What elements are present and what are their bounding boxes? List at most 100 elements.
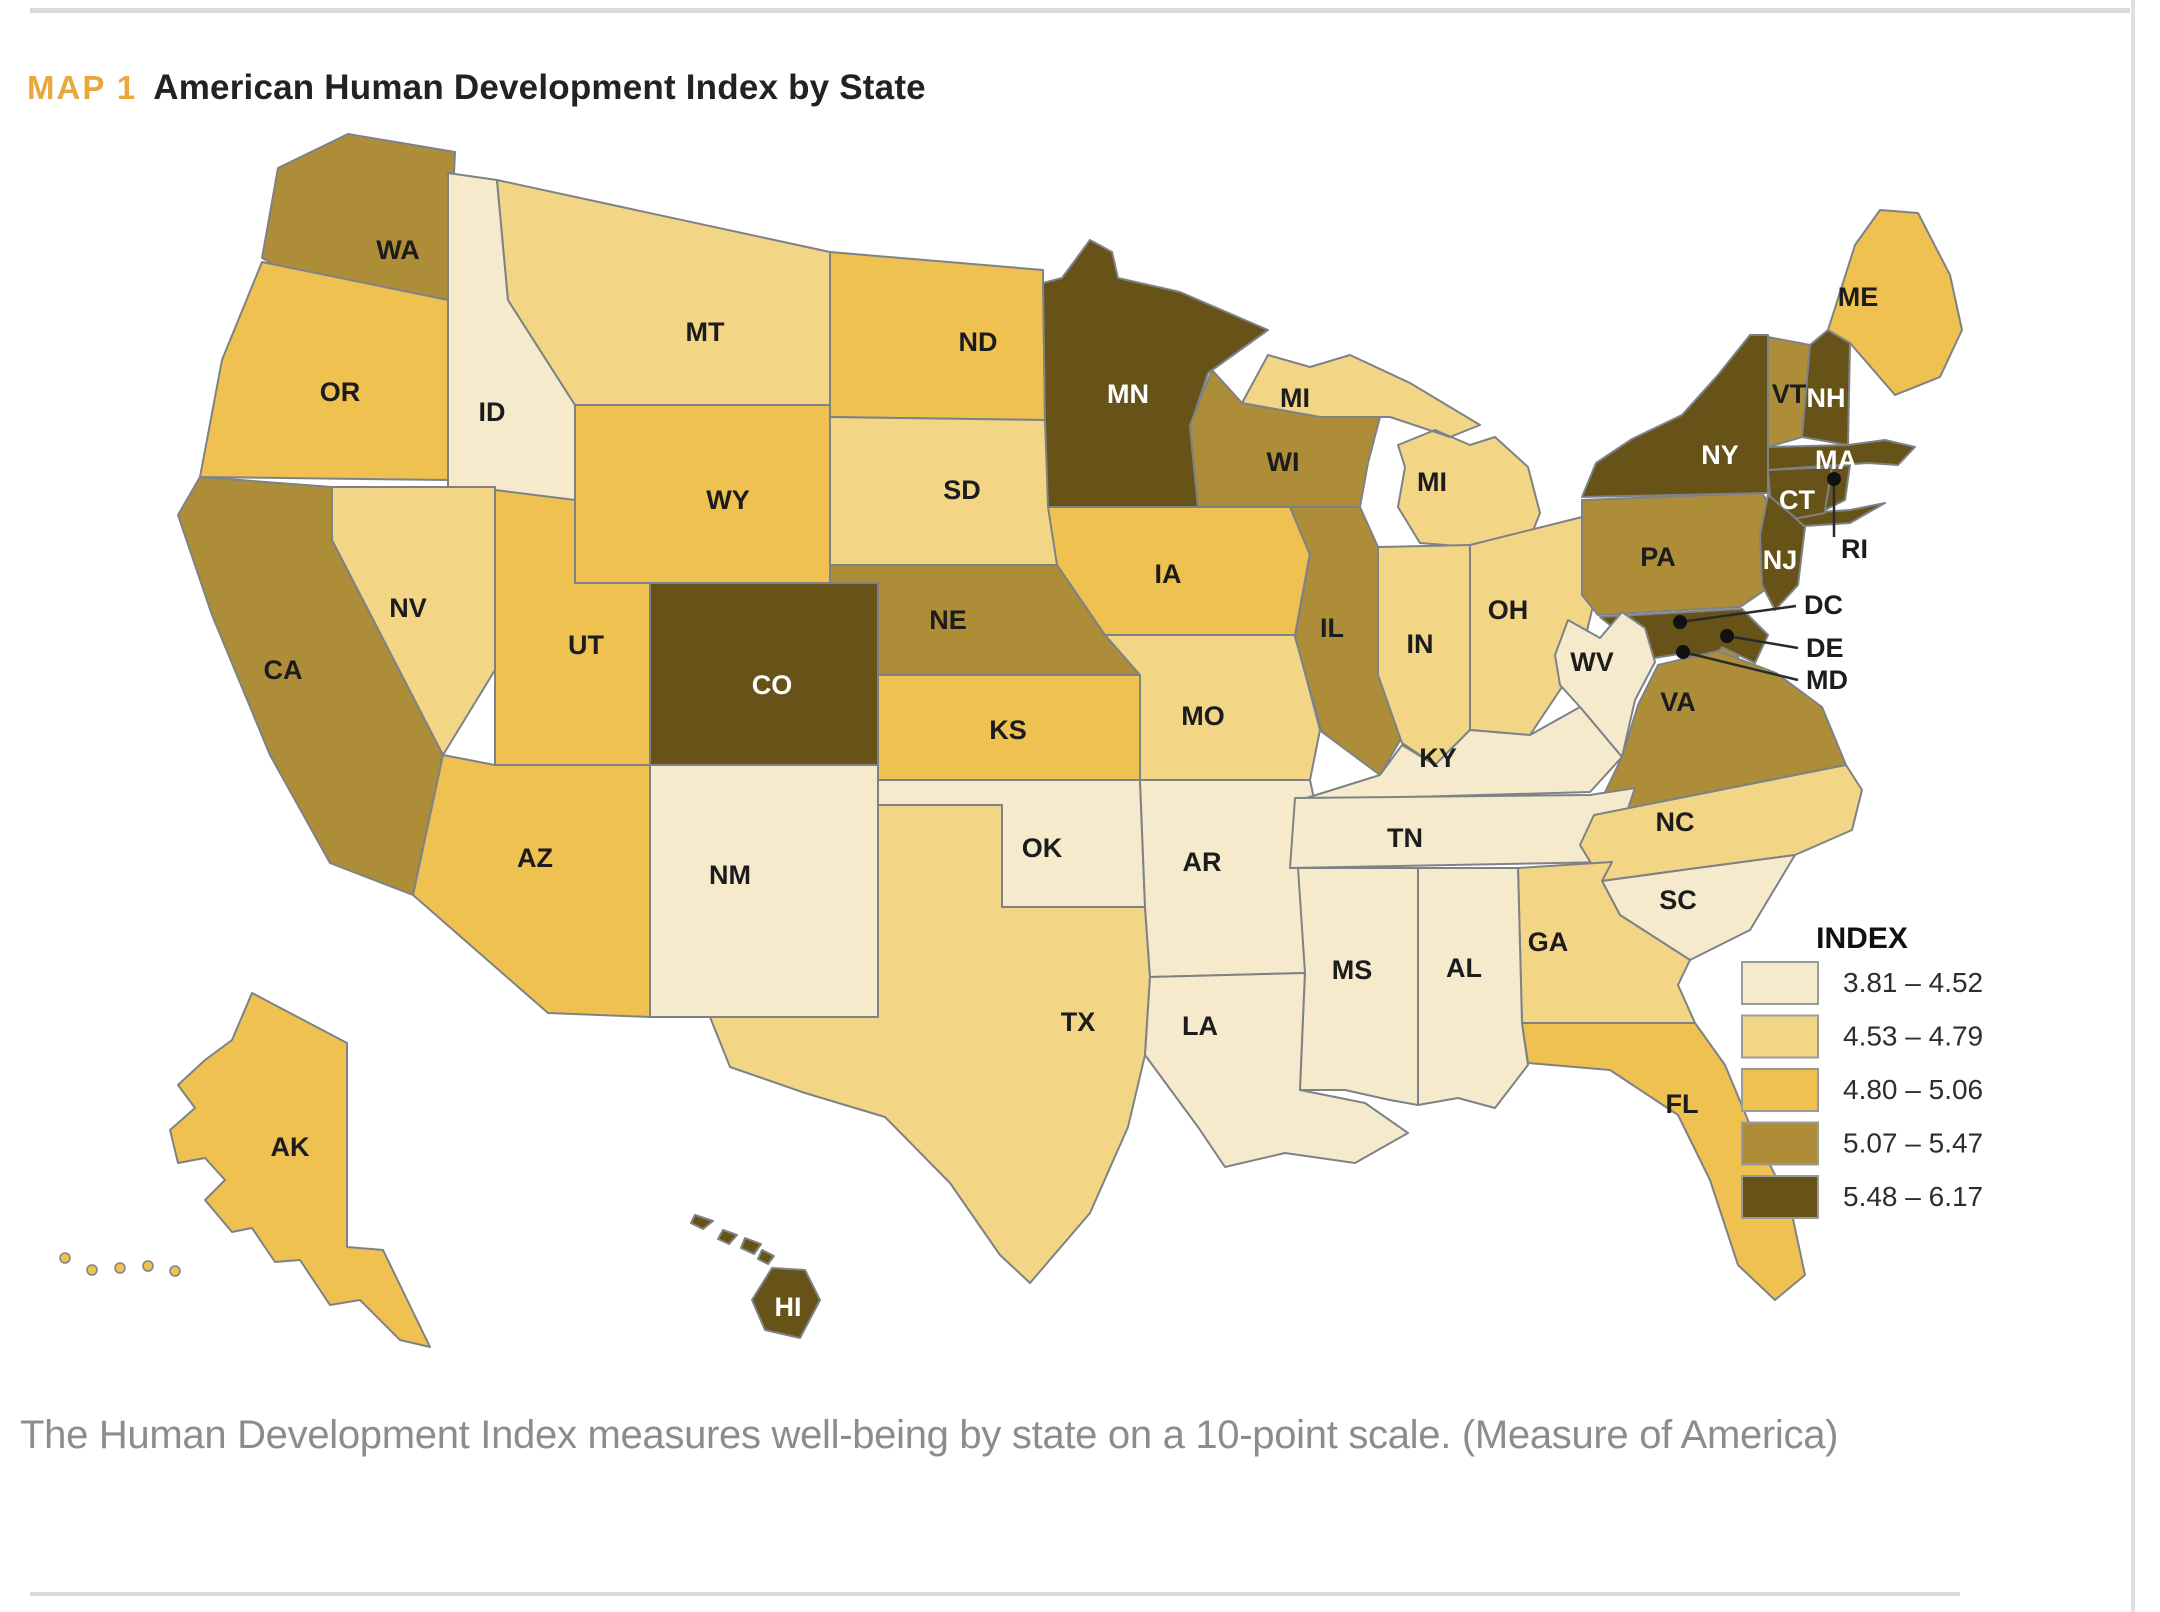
- map-tag: MAP 1: [27, 69, 138, 106]
- state-label-HI: HI: [775, 1292, 802, 1322]
- state-AK-island-2: [114, 1262, 126, 1274]
- state-label-ID: ID: [479, 397, 506, 427]
- legend: INDEX 3.81 – 4.52 4.53 – 4.79 4.80 – 5.06 5.…: [1741, 922, 1983, 1219]
- state-label-WI: WI: [1267, 447, 1300, 477]
- state-label-ME: ME: [1838, 282, 1879, 312]
- state-label-NJ: NJ: [1763, 545, 1798, 575]
- state-label-DE: DE: [1806, 633, 1844, 663]
- us-choropleth-map: WA OR CA ID MT WY NV UT CO AZ NM ND SD NE KS OK TX MN IA MO…: [59, 133, 1983, 1348]
- legend-swatch-4: [1741, 1121, 1819, 1166]
- state-label-FL: FL: [1666, 1089, 1699, 1119]
- state-label-KS: KS: [989, 715, 1027, 745]
- state-label-DC: DC: [1804, 590, 1843, 620]
- state-label-WV: WV: [1570, 647, 1614, 677]
- state-AK-island-0: [59, 1252, 71, 1264]
- legend-label-5: 5.48 – 6.17: [1843, 1181, 1983, 1212]
- leader-dot-DC: [1673, 615, 1687, 629]
- legend-swatch-1: [1741, 961, 1819, 1005]
- state-label-ND: ND: [959, 327, 998, 357]
- state-labels-layer: WA OR CA ID MT WY NV UT CO AZ NM ND SD NE KS OK TX MN IA MO…: [264, 235, 1879, 1322]
- state-label-MS: MS: [1332, 955, 1373, 985]
- state-label-MT: MT: [686, 317, 725, 347]
- state-label-MA: MA: [1815, 445, 1857, 475]
- state-NJ: [1759, 494, 1806, 611]
- state-label-OK: OK: [1022, 833, 1063, 863]
- state-label-AL: AL: [1446, 953, 1482, 983]
- state-label-PA: PA: [1640, 542, 1676, 572]
- figure-caption: The Human Development Index measures wel…: [20, 1413, 1839, 1457]
- state-AK-island-4: [169, 1265, 181, 1277]
- state-label-LA: LA: [1182, 1011, 1218, 1041]
- state-label-CT: CT: [1779, 485, 1815, 515]
- state-IL: [1289, 506, 1403, 776]
- state-label-NM: NM: [709, 860, 751, 890]
- leader-line-DE: [1726, 634, 1799, 650]
- state-label-MN: MN: [1107, 379, 1149, 409]
- state-label-VA: VA: [1660, 687, 1696, 717]
- legend-label-2: 4.53 – 4.79: [1843, 1021, 1983, 1052]
- state-label-KY: KY: [1419, 743, 1457, 773]
- state-label-NV: NV: [389, 593, 427, 623]
- state-OR: [199, 261, 449, 481]
- state-label-NY: NY: [1701, 440, 1739, 470]
- state-KY: [1299, 706, 1623, 801]
- state-label-AK: AK: [271, 1132, 310, 1162]
- state-label-MI-2: MI: [1280, 383, 1310, 413]
- state-label-OH: OH: [1488, 595, 1529, 625]
- legend-swatch-5: [1741, 1175, 1819, 1219]
- state-label-MI: MI: [1417, 467, 1447, 497]
- leader-line-MD: [1682, 650, 1799, 682]
- legend-label-1: 3.81 – 4.52: [1843, 967, 1983, 998]
- bottom-divider: [30, 1592, 1960, 1596]
- top-divider: [30, 8, 2130, 13]
- state-label-RI: RI: [1841, 534, 1868, 564]
- state-NM: [649, 764, 879, 1018]
- state-label-TX: TX: [1061, 1007, 1096, 1037]
- state-label-GA: GA: [1528, 927, 1569, 957]
- leader-dot-RI: [1827, 472, 1841, 486]
- legend-title: INDEX: [1816, 922, 1908, 955]
- figure-title: MAP 1 American Human Development Index b…: [27, 68, 926, 108]
- state-AZ: [412, 754, 651, 1018]
- state-ND: [829, 251, 1046, 421]
- leader-dot-MD: [1676, 645, 1690, 659]
- state-label-CA: CA: [264, 655, 303, 685]
- leader-dot-DE: [1720, 629, 1734, 643]
- state-TX: [709, 804, 1151, 1284]
- state-label-SD: SD: [943, 475, 981, 505]
- state-WV: [1554, 611, 1656, 758]
- legend-swatch-3: [1741, 1068, 1819, 1112]
- state-label-TN: TN: [1387, 823, 1423, 853]
- state-label-VT: VT: [1772, 379, 1807, 409]
- state-label-MD: MD: [1806, 665, 1848, 695]
- state-label-OR: OR: [320, 377, 361, 407]
- state-TN: [1289, 787, 1636, 869]
- state-AL: [1417, 867, 1529, 1109]
- state-label-WA: WA: [376, 235, 420, 265]
- state-label-UT: UT: [568, 630, 604, 660]
- state-HI: [690, 1214, 821, 1339]
- state-AK-island-3: [142, 1260, 154, 1272]
- state-label-IL: IL: [1320, 613, 1344, 643]
- state-NH: [1801, 329, 1851, 446]
- leader-line-DC: [1679, 604, 1797, 624]
- state-MS: [1297, 867, 1419, 1106]
- state-WY: [574, 404, 831, 584]
- state-label-IA: IA: [1155, 559, 1182, 589]
- state-label-WY: WY: [706, 485, 750, 515]
- state-FL: [1521, 1022, 1806, 1301]
- state-label-AZ: AZ: [517, 843, 553, 873]
- figure-title-text: American Human Development Index by Stat…: [153, 68, 926, 107]
- states-layer: [59, 133, 1963, 1348]
- right-divider: [2131, 0, 2135, 1612]
- state-label-MO: MO: [1181, 701, 1225, 731]
- state-AK: [169, 992, 431, 1348]
- state-ME: [1827, 209, 1963, 396]
- state-label-CO: CO: [752, 670, 793, 700]
- state-label-NC: NC: [1656, 807, 1695, 837]
- state-label-SC: SC: [1659, 885, 1697, 915]
- legend-label-4: 5.07 – 5.47: [1843, 1128, 1983, 1159]
- legend-label-3: 4.80 – 5.06: [1843, 1074, 1983, 1105]
- legend-swatch-2: [1741, 1014, 1819, 1059]
- state-NV: [331, 486, 496, 756]
